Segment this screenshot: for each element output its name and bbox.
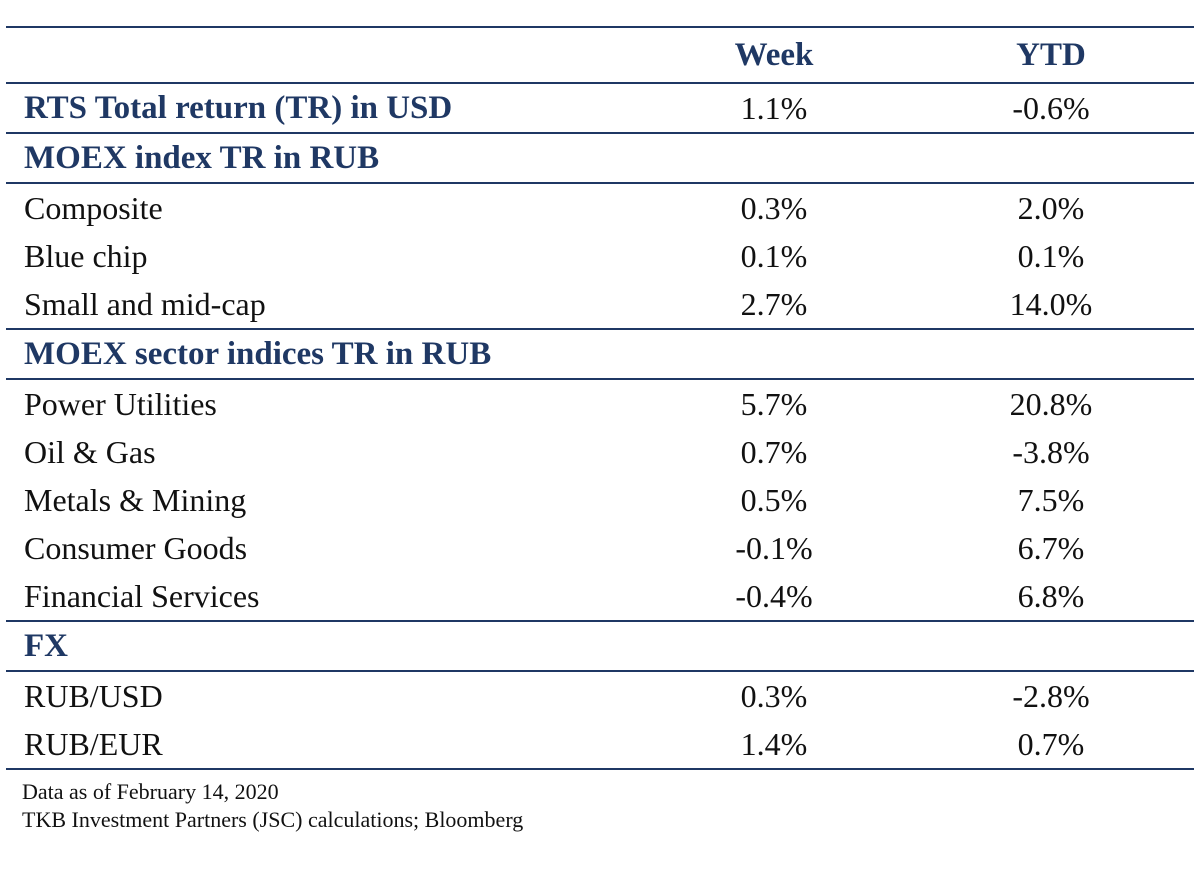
section-label: MOEX sector indices TR in RUB: [24, 335, 492, 372]
table-row: RUB/EUR 1.4% 0.7%: [6, 720, 1194, 770]
section-moex-index: MOEX index TR in RUB: [6, 134, 1194, 184]
row-ytd: 7.5%: [1017, 481, 1085, 518]
row-label: Power Utilities: [24, 385, 217, 422]
footer-notes: Data as of February 14, 2020 TKB Investm…: [22, 778, 523, 834]
date-note: Data as of February 14, 2020: [22, 779, 279, 804]
section-label: MOEX index TR in RUB: [24, 139, 380, 176]
row-ytd: 20.8%: [1009, 385, 1093, 422]
table-row: Composite 0.3% 2.0%: [6, 184, 1194, 232]
section-fx: FX: [6, 622, 1194, 672]
row-label: Financial Services: [24, 577, 260, 614]
row-ytd: 14.0%: [1009, 285, 1093, 322]
header-ytd: YTD: [1016, 36, 1086, 73]
table-row: Oil & Gas 0.7% -3.8%: [6, 428, 1194, 476]
table-row: Metals & Mining 0.5% 7.5%: [6, 476, 1194, 524]
row-ytd: -3.8%: [1012, 433, 1090, 470]
row-label: RUB/USD: [24, 677, 163, 714]
section-label: FX: [24, 627, 68, 664]
row-label: Blue chip: [24, 237, 148, 274]
row-week: 5.7%: [740, 385, 808, 422]
table-row: Consumer Goods -0.1% 6.7%: [6, 524, 1194, 572]
row-week: 0.3%: [740, 677, 808, 714]
row-label: Composite: [24, 189, 163, 226]
header-week: Week: [734, 36, 814, 73]
table-row: Small and mid-cap 2.7% 14.0%: [6, 280, 1194, 330]
row-label: RUB/EUR: [24, 725, 163, 762]
row-week: 0.3%: [740, 189, 808, 226]
row-week: 0.7%: [740, 433, 808, 470]
row-week: 2.7%: [740, 285, 808, 322]
table-row: Blue chip 0.1% 0.1%: [6, 232, 1194, 280]
table-row: RUB/USD 0.3% -2.8%: [6, 672, 1194, 720]
row-week: -0.4%: [735, 577, 813, 614]
row-ytd: 6.7%: [1017, 529, 1085, 566]
row-label: Consumer Goods: [24, 529, 248, 566]
row-label: Metals & Mining: [24, 481, 247, 518]
header-row: Week YTD: [6, 26, 1194, 84]
returns-table: Week YTD RTS Total return (TR) in USD 1.…: [6, 26, 1194, 770]
table-row: Power Utilities 5.7% 20.8%: [6, 380, 1194, 428]
row-ytd: -2.8%: [1012, 677, 1090, 714]
row-week: 1.1%: [740, 89, 808, 126]
row-label: Oil & Gas: [24, 433, 156, 470]
row-week: 1.4%: [740, 725, 808, 762]
row-ytd: 6.8%: [1017, 577, 1085, 614]
row-week: 0.1%: [740, 237, 808, 274]
row-week: -0.1%: [735, 529, 813, 566]
row-ytd: 0.7%: [1017, 725, 1085, 762]
row-ytd: 2.0%: [1017, 189, 1085, 226]
row-ytd: -0.6%: [1012, 89, 1090, 126]
row-week: 0.5%: [740, 481, 808, 518]
row-rts-total-return: RTS Total return (TR) in USD 1.1% -0.6%: [6, 84, 1194, 134]
row-ytd: 0.1%: [1017, 237, 1085, 274]
row-label: Small and mid-cap: [24, 285, 266, 322]
table-row: Financial Services -0.4% 6.8%: [6, 572, 1194, 622]
row-label: RTS Total return (TR) in USD: [24, 89, 453, 126]
source-note: TKB Investment Partners (JSC) calculatio…: [22, 807, 524, 832]
section-moex-sector: MOEX sector indices TR in RUB: [6, 330, 1194, 380]
